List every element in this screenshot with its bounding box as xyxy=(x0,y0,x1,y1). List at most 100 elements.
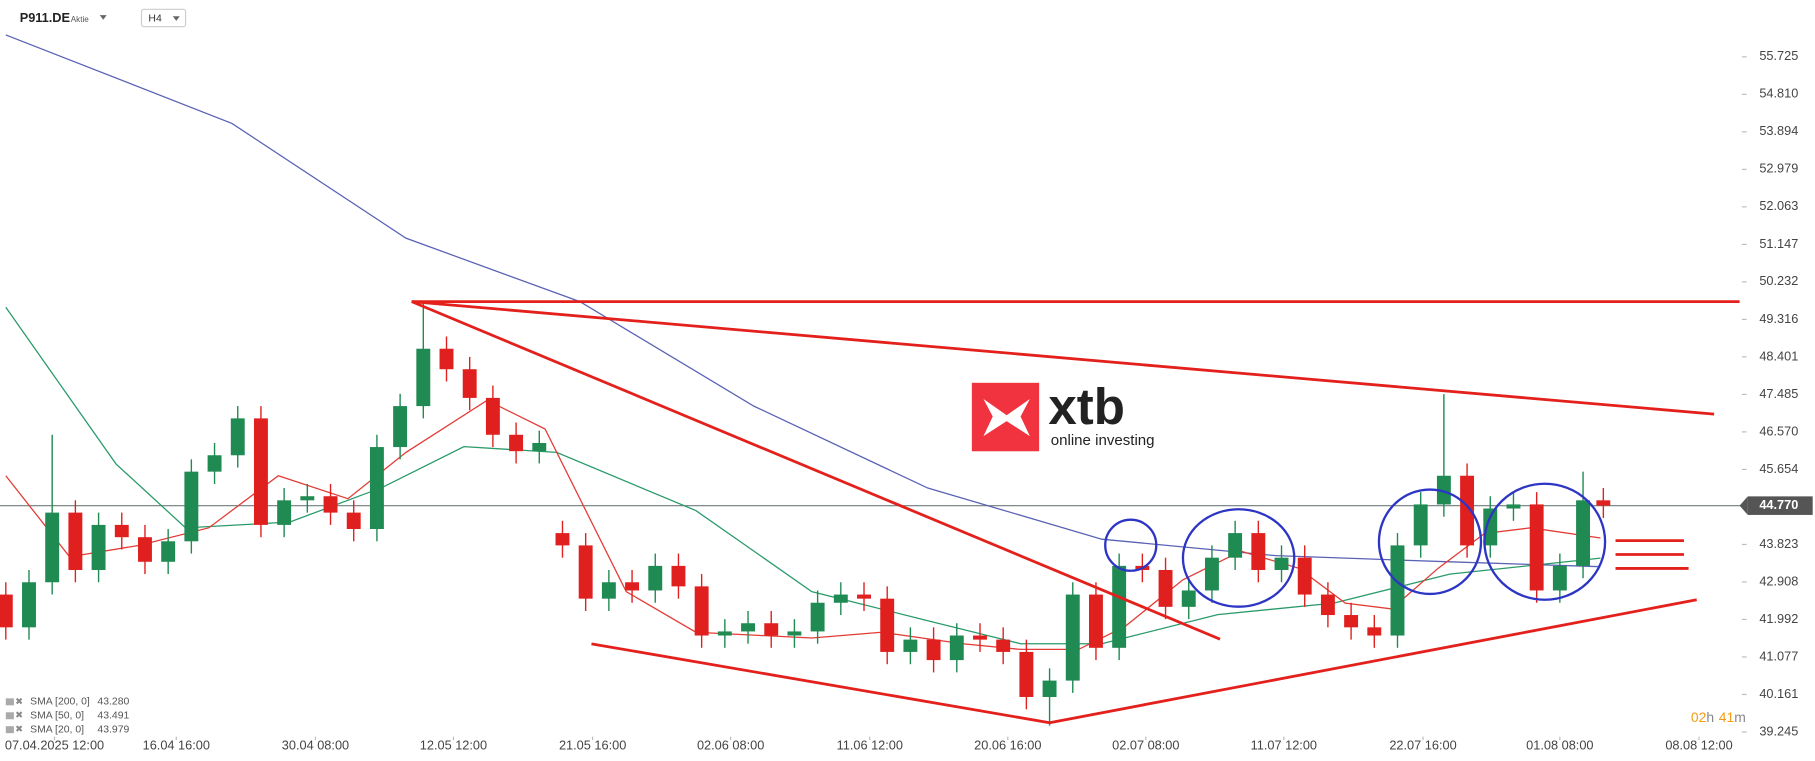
y-tick-label: 55.725 xyxy=(1759,48,1798,63)
y-tick-label: 51.147 xyxy=(1759,236,1798,251)
y-tick-label: 43.823 xyxy=(1759,536,1798,551)
x-tick-label: 16.04 16:00 xyxy=(143,737,210,752)
candle-body xyxy=(416,348,431,407)
candle-body xyxy=(207,455,222,472)
price-tag xyxy=(1747,496,1813,515)
candle-body xyxy=(1065,594,1080,681)
legend-value: 43.280 xyxy=(97,697,129,708)
timer-hours: 02 xyxy=(1691,709,1707,725)
candle-body xyxy=(1112,565,1127,648)
candle-body xyxy=(1320,594,1335,616)
legend-icon xyxy=(5,712,14,720)
plot: 55.725 54.810 53.894 52.979 52.063 51.147 50.2… xyxy=(0,34,1813,752)
candle-body xyxy=(880,598,895,652)
candle-body xyxy=(996,639,1011,652)
candle-body xyxy=(648,565,663,591)
logo-mark xyxy=(983,399,1030,437)
y-tick-label: 50.232 xyxy=(1759,273,1798,288)
candle-body xyxy=(1529,504,1544,591)
timer-unit: h xyxy=(1706,709,1714,725)
legend-value: 43.979 xyxy=(97,724,129,735)
dropdown-arrow[interactable] xyxy=(172,16,180,21)
candle-body xyxy=(161,541,176,562)
candle-body xyxy=(532,442,547,452)
candle-body xyxy=(1483,508,1498,546)
candle-body xyxy=(787,631,802,636)
x-tick-label: 11.07 12:00 xyxy=(1251,737,1317,752)
highlight-circle xyxy=(1483,482,1607,601)
candle-body xyxy=(1274,557,1289,570)
trend-line xyxy=(411,300,1221,641)
trend-line xyxy=(411,300,1715,416)
timer: 02h 41m xyxy=(1691,709,1746,725)
x-tick-label: 07.04.2025 12:00 xyxy=(5,737,104,752)
candle-body xyxy=(1042,680,1057,697)
y-tick-label: 46.570 xyxy=(1759,423,1798,438)
y-tick-label: 42.908 xyxy=(1759,573,1798,588)
y-tick-label: 41.992 xyxy=(1759,611,1798,626)
y-tick-label: 53.894 xyxy=(1759,123,1798,138)
candle-body xyxy=(1506,504,1521,509)
legend-close: ✖ xyxy=(15,724,23,734)
candle-body xyxy=(91,524,106,570)
candle-body xyxy=(810,602,825,632)
candle-body xyxy=(1344,615,1359,628)
candle-body xyxy=(1019,651,1034,697)
candle-body xyxy=(1436,475,1451,505)
price-tag-label: 44.770 xyxy=(1759,497,1798,512)
candle-body xyxy=(1228,533,1243,558)
y-tick-label: 52.063 xyxy=(1759,198,1798,213)
timeframe-box[interactable] xyxy=(140,8,187,28)
legend-name: SMA [50, 0] xyxy=(30,711,84,722)
candle-body xyxy=(1596,500,1611,506)
candle-body xyxy=(601,582,616,599)
candle-body xyxy=(1460,475,1475,546)
candle-body xyxy=(369,447,384,530)
timeframe: H4 xyxy=(148,13,162,24)
y-tick-label: 48.401 xyxy=(1759,348,1798,363)
candle-body xyxy=(1576,500,1591,566)
trend-line xyxy=(591,642,1050,725)
candle-body xyxy=(253,418,268,525)
candle-body xyxy=(230,418,245,456)
candle-body xyxy=(1181,590,1196,607)
y-tick-label: 45.654 xyxy=(1759,461,1798,476)
legend-close: ✖ xyxy=(15,696,23,706)
legend-name: SMA [200, 0] xyxy=(30,697,90,708)
x-tick-label: 30.04 08:00 xyxy=(282,737,349,752)
legend-value: 43.491 xyxy=(97,711,129,722)
candle-body xyxy=(625,582,640,591)
x-tick-label: 20.06 16:00 xyxy=(974,737,1041,752)
legend-icon xyxy=(5,726,14,734)
candle-body xyxy=(439,348,454,370)
candle-body xyxy=(949,635,964,661)
candle-body xyxy=(926,639,941,661)
candle-body xyxy=(277,500,292,525)
x-tick-label: 01.08 08:00 xyxy=(1526,737,1593,752)
x-tick-label: 11.06 12:00 xyxy=(837,737,903,752)
highlight-circle xyxy=(1104,518,1158,572)
candle-body xyxy=(578,545,593,599)
dropdown-arrow[interactable] xyxy=(99,15,107,20)
candle-body xyxy=(393,406,408,448)
y-tick-label: 40.161 xyxy=(1759,686,1798,701)
sma-line xyxy=(5,306,1601,645)
candle-body xyxy=(694,586,709,636)
candle-body xyxy=(45,512,60,583)
candle-body xyxy=(1158,569,1173,607)
symbol[interactable]: P911.DE xyxy=(20,10,70,25)
sma-line xyxy=(5,399,1601,651)
candle-body xyxy=(1552,565,1567,591)
candle-body xyxy=(22,582,36,628)
candle-body xyxy=(903,639,918,652)
candle-body xyxy=(1367,627,1382,636)
highlight-circle xyxy=(1377,488,1483,596)
candle-body xyxy=(741,623,755,632)
candle-body xyxy=(138,537,152,562)
candle-body xyxy=(717,631,732,636)
logo: xtb online investing xyxy=(971,378,1155,452)
drawings xyxy=(411,300,1740,725)
sma-line xyxy=(5,34,1601,568)
